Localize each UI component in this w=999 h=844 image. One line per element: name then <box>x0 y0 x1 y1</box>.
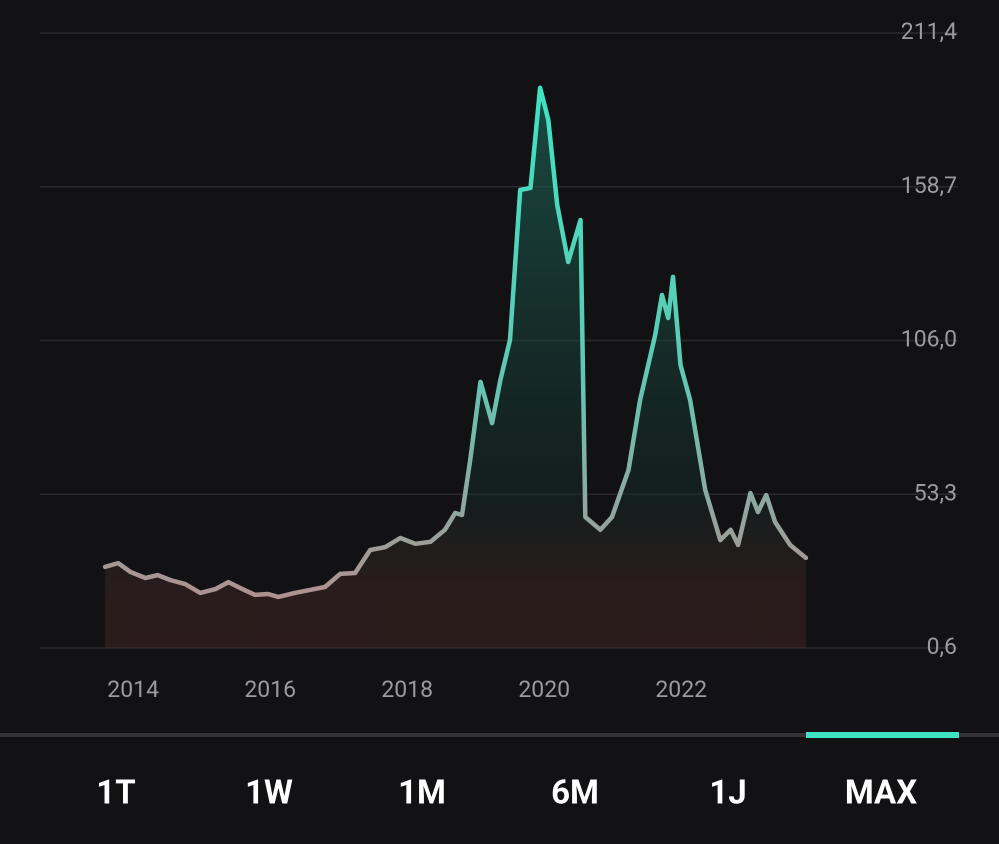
tab-label[interactable]: 6M <box>551 774 599 813</box>
tab-label[interactable]: MAX <box>845 774 917 813</box>
tab-label[interactable]: 1M <box>398 774 446 813</box>
line <box>102 85 809 600</box>
x-tick-label: 2016 <box>244 676 296 703</box>
x-tick-label: 2020 <box>518 676 570 703</box>
tab-label[interactable]: 1W <box>245 774 293 813</box>
active-tab-indicator <box>806 732 959 738</box>
y-tick-label: 53,3 <box>914 479 957 506</box>
y-tick-label: 158,7 <box>901 172 957 199</box>
x-tick-label: 2022 <box>655 676 707 703</box>
x-tick-label: 2018 <box>381 676 433 703</box>
x-tick-label: 2014 <box>107 676 159 703</box>
area <box>105 87 806 649</box>
tab-label[interactable]: 1J <box>709 774 746 813</box>
y-tick-label: 211,4 <box>901 18 957 45</box>
y-tick-label: 0,6 <box>927 633 957 660</box>
y-tick-label: 106,0 <box>901 326 957 353</box>
tab-separator <box>0 733 999 737</box>
tab-label[interactable]: 1T <box>96 774 135 813</box>
